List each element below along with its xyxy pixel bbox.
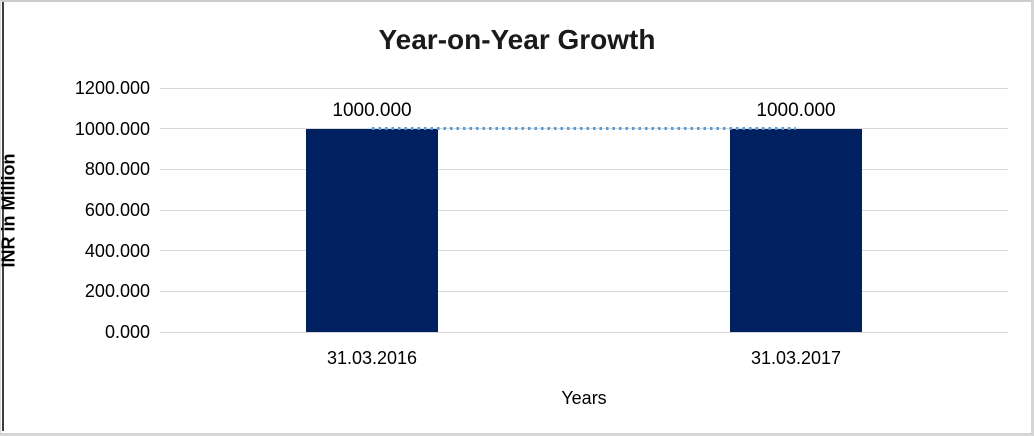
connector-dotted-line xyxy=(372,127,796,131)
x-tick-label: 31.03.2017 xyxy=(750,348,842,368)
x-axis-title: Years xyxy=(561,388,607,408)
bar-data-label: 1000.000 xyxy=(756,99,836,121)
y-tick-label: 200.000 xyxy=(84,281,150,302)
x-tick-label: 31.03.2016 xyxy=(326,348,418,368)
frame-edge-left xyxy=(2,2,4,431)
y-tick-label: 1000.000 xyxy=(74,118,150,139)
gridline xyxy=(160,290,1008,292)
frame-edge-right xyxy=(1031,0,1034,436)
y-tick-label: 1200.000 xyxy=(74,78,150,98)
gridline xyxy=(160,168,1008,170)
gridline xyxy=(160,209,1008,211)
bar-31.03.2016 xyxy=(306,128,438,332)
plot-area: 1000.000 1000.000 xyxy=(160,87,1008,333)
chart-title: Year-on-Year Growth xyxy=(378,24,656,55)
frame-edge-left-outer xyxy=(0,0,1,436)
gridline xyxy=(160,87,1008,89)
y-tick-label: 0.000 xyxy=(104,322,150,342)
y-tick-label: 600.000 xyxy=(84,200,150,220)
gridline xyxy=(160,250,1008,252)
bar-31.03.2017 xyxy=(730,128,862,332)
bar-data-label: 1000.000 xyxy=(332,99,412,121)
frame-edge-bottom xyxy=(0,433,1034,436)
y-tick-label: 400.000 xyxy=(84,240,150,261)
gridline xyxy=(160,331,1008,333)
frame-edge-top xyxy=(0,0,1034,2)
y-tick-label: 800.000 xyxy=(84,159,150,180)
